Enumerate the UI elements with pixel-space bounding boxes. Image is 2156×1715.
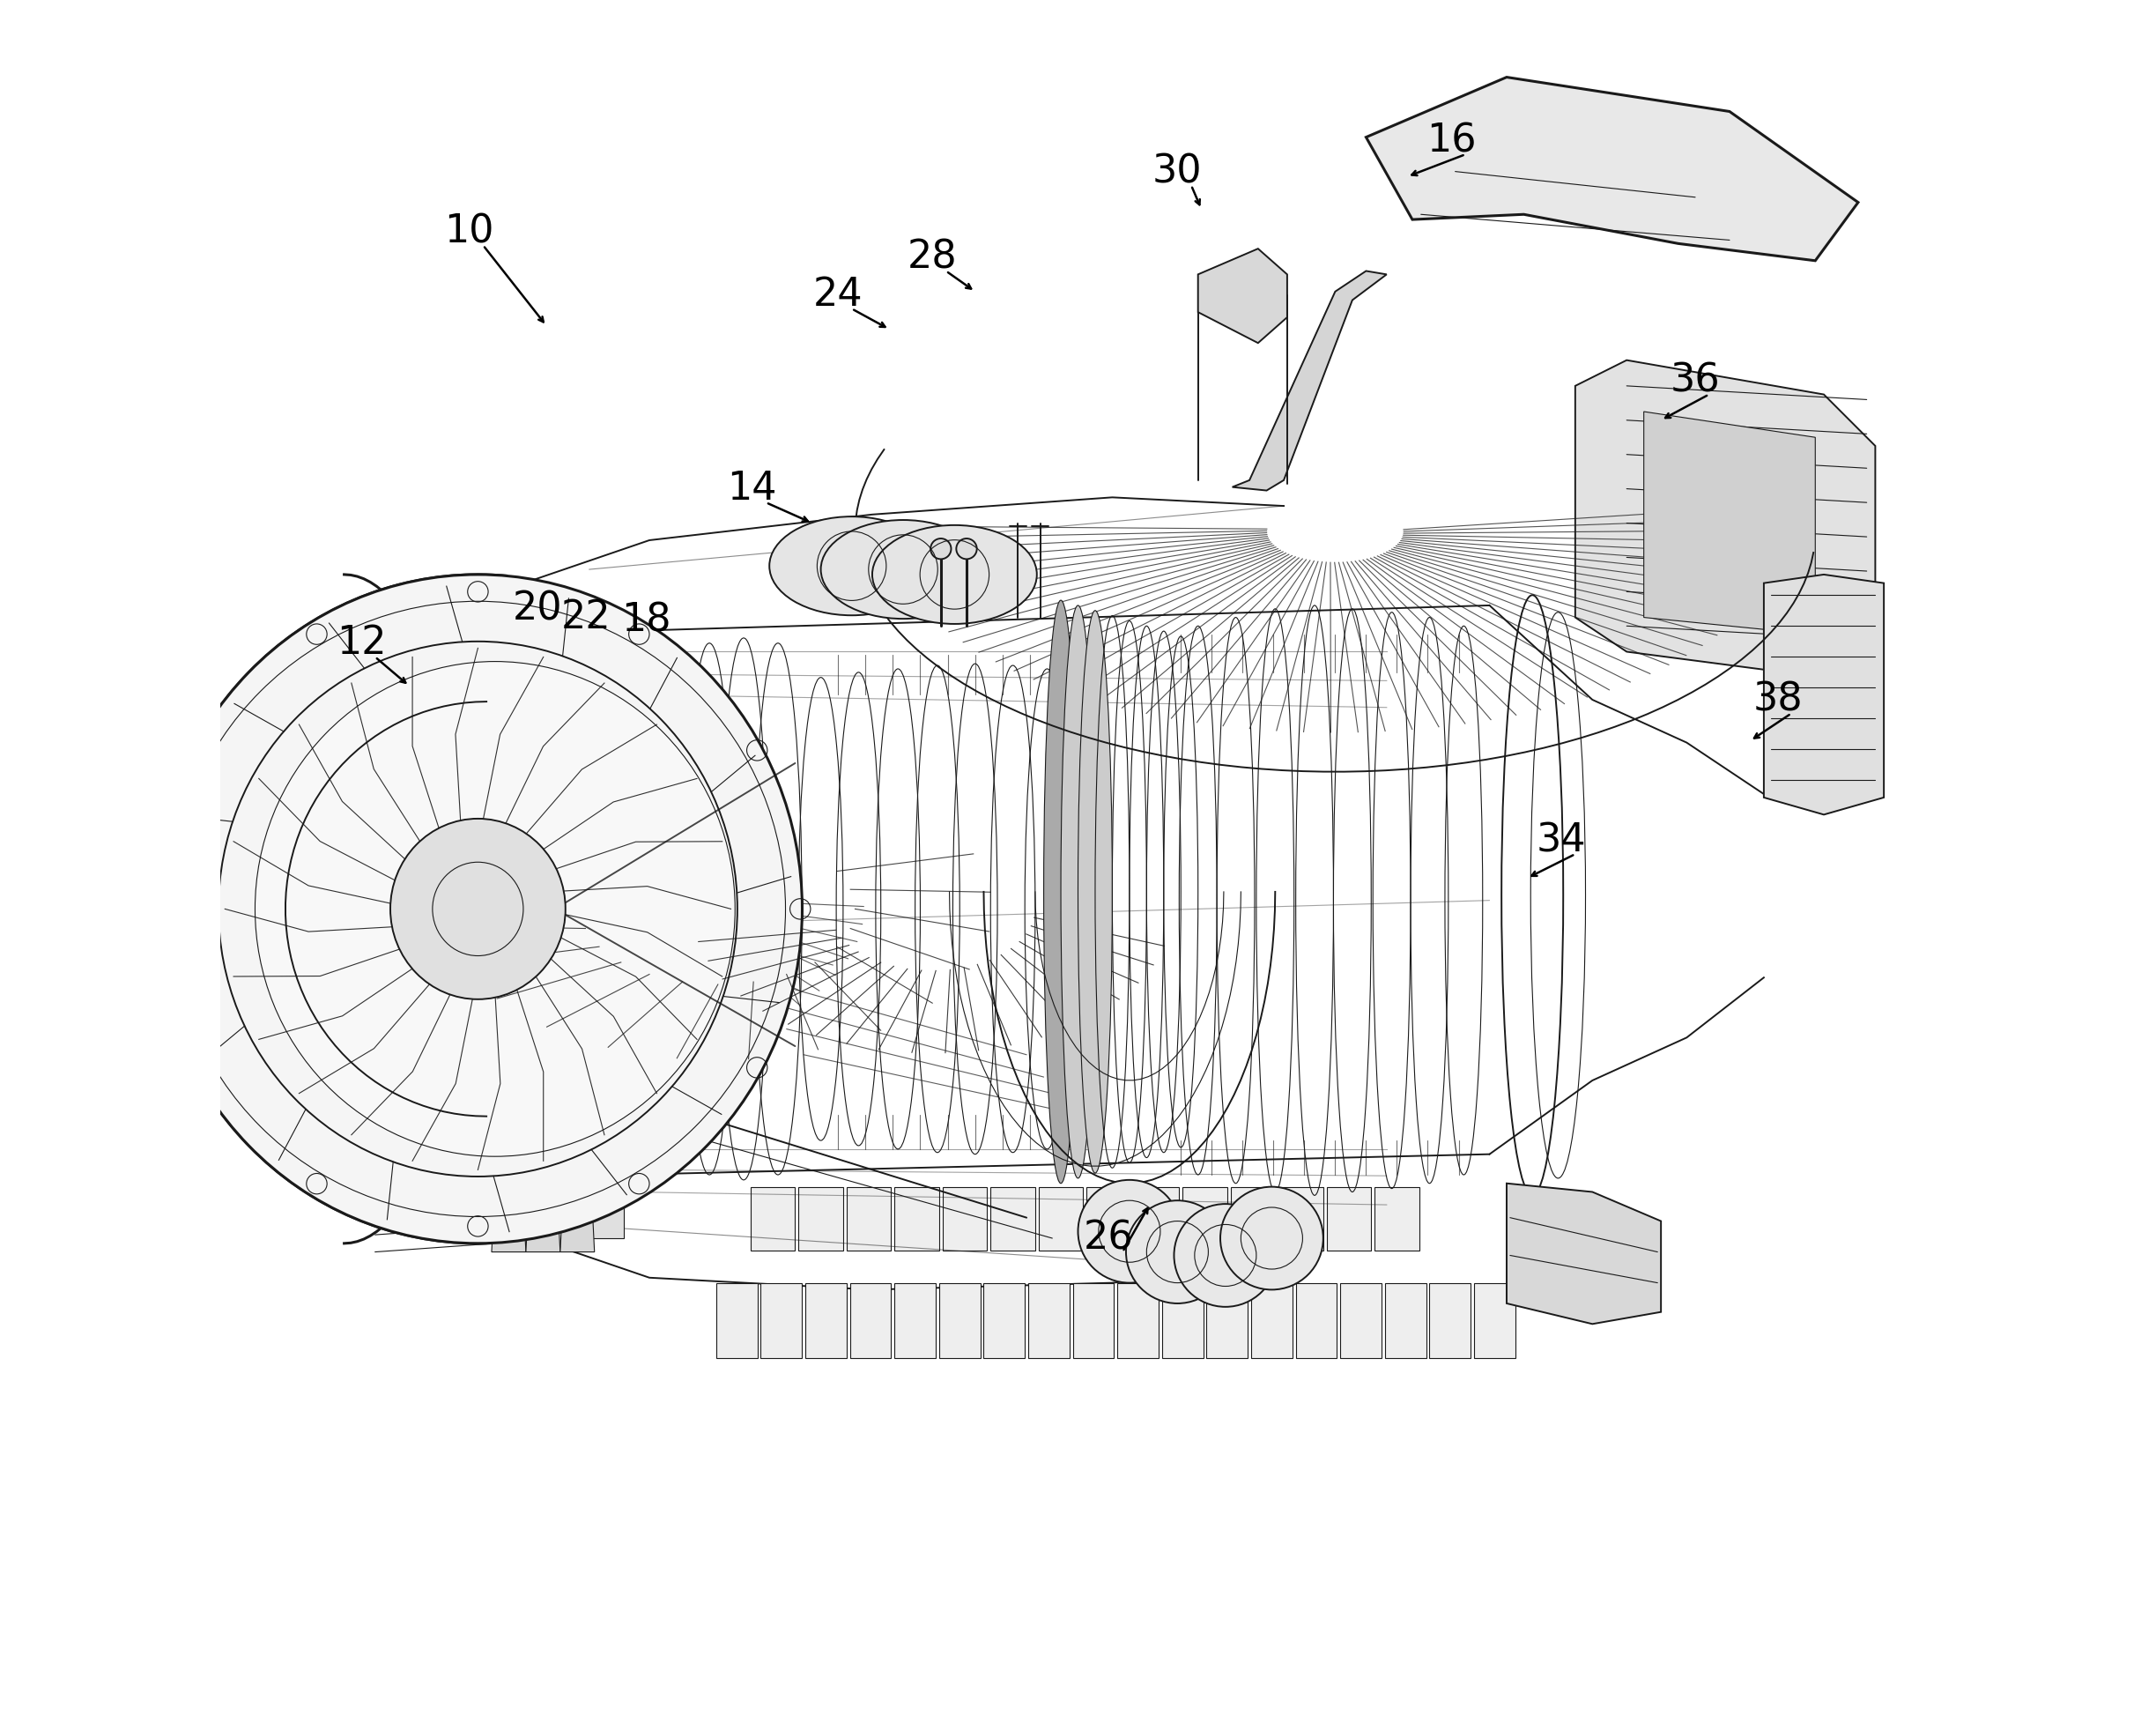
Text: 26: 26: [1084, 1219, 1134, 1257]
Polygon shape: [492, 1183, 526, 1252]
Ellipse shape: [821, 520, 985, 619]
Text: 36: 36: [1671, 362, 1720, 400]
Text: 12: 12: [336, 624, 386, 662]
Polygon shape: [1764, 575, 1884, 815]
Ellipse shape: [254, 662, 735, 1156]
Text: 34: 34: [1537, 821, 1587, 859]
FancyBboxPatch shape: [1429, 1283, 1470, 1358]
FancyBboxPatch shape: [1117, 1283, 1158, 1358]
Polygon shape: [1507, 1183, 1660, 1324]
Text: 38: 38: [1753, 681, 1802, 719]
FancyBboxPatch shape: [1475, 1283, 1516, 1358]
Polygon shape: [563, 1166, 623, 1238]
Circle shape: [931, 539, 951, 559]
Ellipse shape: [770, 516, 934, 616]
FancyBboxPatch shape: [983, 1283, 1024, 1358]
Text: 10: 10: [444, 213, 494, 250]
Polygon shape: [397, 1080, 438, 1122]
FancyBboxPatch shape: [990, 1187, 1035, 1250]
Text: 30: 30: [1153, 153, 1203, 190]
FancyBboxPatch shape: [1376, 1187, 1419, 1250]
FancyBboxPatch shape: [750, 1187, 796, 1250]
Text: 14: 14: [727, 470, 776, 508]
Ellipse shape: [153, 575, 802, 1243]
Ellipse shape: [1061, 605, 1095, 1178]
Polygon shape: [1576, 360, 1876, 677]
Text: 22: 22: [561, 599, 610, 636]
FancyBboxPatch shape: [895, 1283, 936, 1358]
Text: 20: 20: [513, 590, 563, 628]
Polygon shape: [561, 1183, 595, 1252]
Polygon shape: [526, 1183, 561, 1252]
FancyBboxPatch shape: [1341, 1283, 1382, 1358]
FancyBboxPatch shape: [1384, 1283, 1425, 1358]
Polygon shape: [563, 1080, 623, 1152]
FancyBboxPatch shape: [940, 1283, 981, 1358]
FancyBboxPatch shape: [798, 1187, 843, 1250]
Text: 28: 28: [908, 238, 957, 276]
Ellipse shape: [1220, 1187, 1324, 1290]
Polygon shape: [328, 1080, 371, 1122]
Ellipse shape: [1175, 1204, 1276, 1307]
FancyBboxPatch shape: [1028, 1283, 1069, 1358]
Ellipse shape: [1078, 611, 1112, 1173]
Ellipse shape: [390, 818, 565, 1000]
FancyBboxPatch shape: [1296, 1283, 1337, 1358]
Polygon shape: [1643, 412, 1815, 635]
Polygon shape: [1233, 271, 1386, 490]
FancyBboxPatch shape: [895, 1187, 940, 1250]
FancyBboxPatch shape: [1231, 1187, 1274, 1250]
FancyBboxPatch shape: [1250, 1283, 1291, 1358]
Ellipse shape: [1078, 1180, 1181, 1283]
FancyBboxPatch shape: [1087, 1187, 1132, 1250]
Ellipse shape: [873, 525, 1037, 624]
Text: 16: 16: [1427, 122, 1477, 159]
FancyBboxPatch shape: [1279, 1187, 1324, 1250]
Ellipse shape: [1125, 1200, 1229, 1303]
FancyBboxPatch shape: [761, 1283, 802, 1358]
Ellipse shape: [1044, 600, 1078, 1183]
Polygon shape: [1367, 77, 1858, 261]
FancyBboxPatch shape: [1074, 1283, 1115, 1358]
FancyBboxPatch shape: [1162, 1283, 1203, 1358]
Circle shape: [957, 539, 977, 559]
FancyBboxPatch shape: [806, 1283, 847, 1358]
Polygon shape: [362, 1080, 403, 1122]
Text: 18: 18: [621, 602, 671, 640]
FancyBboxPatch shape: [1207, 1283, 1248, 1358]
FancyBboxPatch shape: [1134, 1187, 1179, 1250]
FancyBboxPatch shape: [1184, 1187, 1227, 1250]
FancyBboxPatch shape: [847, 1187, 890, 1250]
FancyBboxPatch shape: [1326, 1187, 1371, 1250]
FancyBboxPatch shape: [849, 1283, 890, 1358]
FancyBboxPatch shape: [716, 1283, 757, 1358]
Polygon shape: [1199, 249, 1287, 343]
FancyBboxPatch shape: [942, 1187, 987, 1250]
Text: 24: 24: [813, 276, 862, 314]
FancyBboxPatch shape: [1039, 1187, 1082, 1250]
